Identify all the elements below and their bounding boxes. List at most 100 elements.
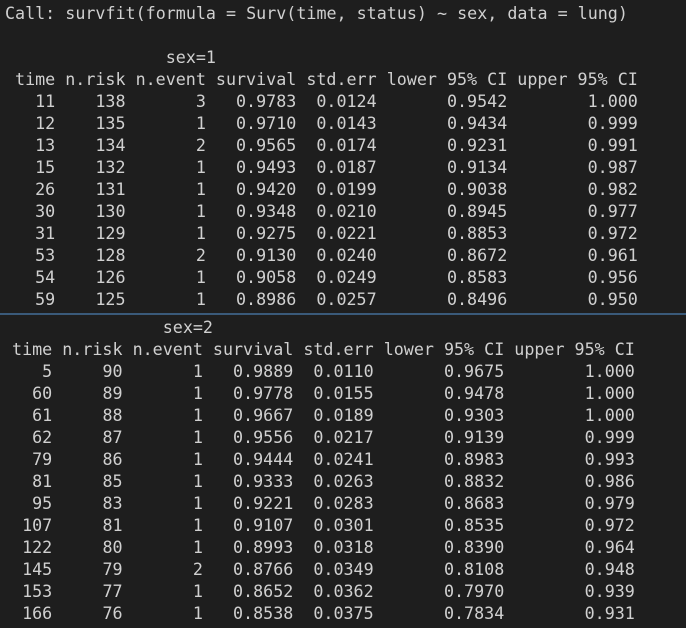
cell: 0.982 xyxy=(587,179,638,199)
cell: 0.0155 xyxy=(313,383,374,403)
table-row: 81 85 1 0.9333 0.0263 0.8832 0.986 xyxy=(2,470,635,492)
header-cell: time xyxy=(15,69,56,89)
cell: 89 xyxy=(102,383,123,403)
cell: 1.000 xyxy=(584,405,635,425)
cell: 0.9889 xyxy=(233,361,294,381)
cell: 0.8983 xyxy=(443,449,505,469)
header-cell: upper 95% CI xyxy=(517,69,638,89)
cell: 0.0257 xyxy=(316,289,377,309)
cell: 85 xyxy=(102,471,123,491)
cell: 53 xyxy=(35,245,56,265)
cell: 0.931 xyxy=(584,603,635,623)
cell: 0.972 xyxy=(587,223,638,243)
table-row: 166 76 1 0.8538 0.0375 0.7834 0.931 xyxy=(2,602,635,624)
table-row: 31 129 1 0.9275 0.0221 0.8853 0.972 xyxy=(5,222,638,244)
cell: 126 xyxy=(95,267,126,287)
cell: 61 xyxy=(32,405,53,425)
cell: 1 xyxy=(195,289,206,309)
cell: 0.0187 xyxy=(316,157,377,177)
cell: 0.987 xyxy=(587,157,638,177)
cell: 153 xyxy=(22,581,53,601)
cell: 86 xyxy=(102,449,123,469)
cell: 0.0143 xyxy=(316,113,377,133)
header-cell: upper 95% CI xyxy=(514,339,635,359)
table-row: 12 135 1 0.9710 0.0143 0.9434 0.999 xyxy=(5,112,638,134)
cell: 0.9493 xyxy=(236,157,297,177)
cell: 1 xyxy=(195,223,206,243)
cell: 1 xyxy=(192,449,203,469)
table-row: 61 88 1 0.9667 0.0189 0.9303 1.000 xyxy=(2,404,635,426)
header-cell: survival xyxy=(212,339,294,359)
cell: 77 xyxy=(102,581,123,601)
cell: 90 xyxy=(102,361,123,381)
cell: 130 xyxy=(95,201,126,221)
cell: 129 xyxy=(95,223,126,243)
cell: 0.8766 xyxy=(233,559,294,579)
table-row: 153 77 1 0.8652 0.0362 0.7970 0.939 xyxy=(2,580,635,602)
table-row: 122 80 1 0.8993 0.0318 0.8390 0.964 xyxy=(2,536,635,558)
cell: 1.000 xyxy=(584,361,635,381)
cell: 0.950 xyxy=(587,289,638,309)
cell: 0.964 xyxy=(584,537,635,557)
cell: 1 xyxy=(192,361,203,381)
cell: 0.9221 xyxy=(233,493,294,513)
cell: 12 xyxy=(35,113,56,133)
cell: 134 xyxy=(95,135,126,155)
header-row: time n.risk n.event survival std.err lower 95… xyxy=(5,68,638,90)
cell: 0.0210 xyxy=(316,201,377,221)
cell: 87 xyxy=(102,427,123,447)
cell: 59 xyxy=(35,289,56,309)
cell: 0.999 xyxy=(587,113,638,133)
cell: 0.0249 xyxy=(316,267,377,287)
cell: 0.961 xyxy=(587,245,638,265)
cell: 0.0263 xyxy=(313,471,374,491)
cell: 0.9783 xyxy=(236,91,297,111)
cell: 1 xyxy=(195,201,206,221)
cell: 1 xyxy=(195,157,206,177)
cell: 132 xyxy=(95,157,126,177)
cell: 0.8390 xyxy=(443,537,505,557)
cell: 0.0375 xyxy=(313,603,374,623)
table-row: 5 90 1 0.9889 0.0110 0.9675 1.000 xyxy=(2,360,635,382)
cell: 0.8108 xyxy=(443,559,505,579)
header-cell: n.risk xyxy=(62,339,123,359)
cell: 0.9556 xyxy=(233,427,294,447)
table-row: 60 89 1 0.9778 0.0155 0.9478 1.000 xyxy=(2,382,635,404)
cell: 135 xyxy=(95,113,126,133)
cell: 1 xyxy=(192,427,203,447)
cell: 1.000 xyxy=(587,91,638,111)
table-row: 13 134 2 0.9565 0.0174 0.9231 0.991 xyxy=(5,134,638,156)
table-row: 26 131 1 0.9420 0.0199 0.9038 0.982 xyxy=(5,178,638,200)
cell: 0.0221 xyxy=(316,223,377,243)
cell: 107 xyxy=(22,515,53,535)
cell: 0.0283 xyxy=(313,493,374,513)
cell: 0.9134 xyxy=(446,157,508,177)
cell: 0.977 xyxy=(587,201,638,221)
cell: 0.0301 xyxy=(313,515,374,535)
cell: 0.0240 xyxy=(316,245,377,265)
cell: 0.9231 xyxy=(446,135,508,155)
cell: 0.0362 xyxy=(313,581,374,601)
cell: 0.986 xyxy=(584,471,635,491)
cell: 0.8652 xyxy=(233,581,294,601)
cell: 1 xyxy=(192,405,203,425)
cell: 0.9542 xyxy=(446,91,508,111)
cell: 1 xyxy=(192,537,203,557)
cell: 0.8535 xyxy=(443,515,505,535)
cell: 0.9107 xyxy=(233,515,294,535)
cell: 81 xyxy=(32,471,53,491)
cell: 0.9667 xyxy=(233,405,294,425)
table-row: 62 87 1 0.9556 0.0217 0.9139 0.999 xyxy=(2,426,635,448)
cell: 128 xyxy=(95,245,126,265)
cell: 0.8853 xyxy=(446,223,508,243)
header-cell: std.err xyxy=(306,69,377,89)
cell: 26 xyxy=(35,179,56,199)
cell: 125 xyxy=(95,289,126,309)
header-row: time n.risk n.event survival std.err lower 95… xyxy=(2,338,635,360)
cell: 2 xyxy=(192,559,203,579)
cell: 0.9333 xyxy=(233,471,294,491)
cell: 0.939 xyxy=(584,581,635,601)
table-row: 95 83 1 0.9221 0.0283 0.8683 0.979 xyxy=(2,492,635,514)
cell: 0.9275 xyxy=(236,223,297,243)
cell: 0.991 xyxy=(587,135,638,155)
